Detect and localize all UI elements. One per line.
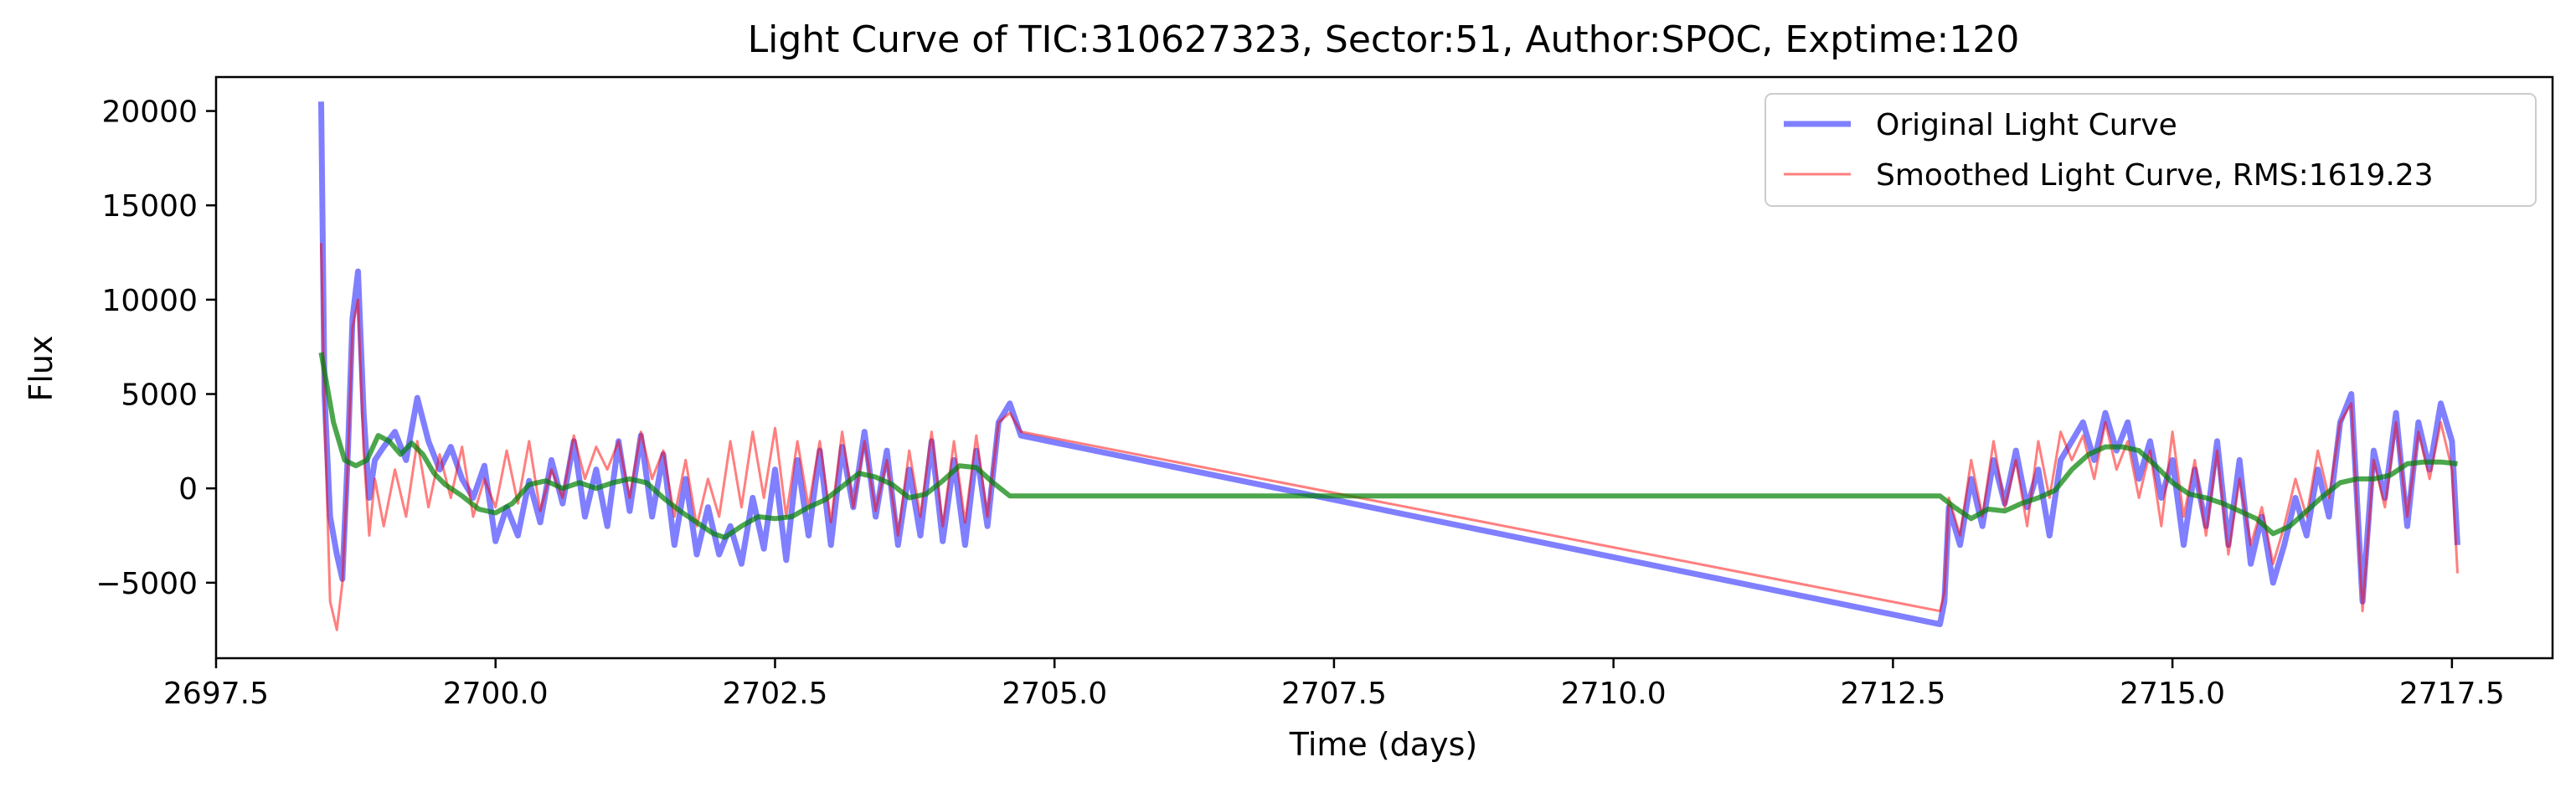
x-axis: 2697.5 2700.0 2702.5 2705.0 2707.5 2710.0 2712…: [163, 658, 2505, 711]
series-layer: [318, 101, 2460, 631]
x-tick-label: 2700.0: [443, 677, 549, 711]
y-tick-label: 10000: [101, 284, 198, 318]
legend-label-smoothed: Smoothed Light Curve, RMS:1619.23: [1876, 158, 2434, 193]
x-tick-label: 2707.5: [1281, 677, 1387, 711]
y-tick-label: −5000: [95, 567, 198, 601]
plot-frame: [214, 75, 2554, 660]
x-tick-label: 2697.5: [163, 677, 269, 711]
x-tick-label: 2717.5: [2399, 677, 2505, 711]
y-tick-label: 0: [178, 472, 198, 507]
legend: Original Light Curve Smoothed Light Curv…: [1765, 93, 2537, 207]
x-tick-label: 2712.5: [1840, 677, 1945, 711]
y-axis: −5000 0 5000 10000 15000 20000: [95, 95, 216, 601]
y-tick-label: 5000: [121, 379, 198, 413]
legend-label-original: Original Light Curve: [1876, 108, 2177, 142]
x-tick-label: 2715.0: [2120, 677, 2225, 711]
x-tick-label: 2710.0: [1561, 677, 1667, 711]
x-tick-label: 2705.0: [1002, 677, 1107, 711]
legend-box: [1765, 93, 2537, 207]
y-tick-label: 20000: [101, 95, 198, 130]
x-axis-label: Time (days): [1289, 726, 1477, 763]
x-tick-label: 2702.5: [722, 677, 827, 711]
series-line-2: [318, 352, 2458, 540]
chart-title: Light Curve of TIC:310627323, Sector:51,…: [748, 18, 2020, 61]
y-tick-label: 15000: [101, 189, 198, 224]
y-axis-label: Flux: [23, 336, 59, 402]
